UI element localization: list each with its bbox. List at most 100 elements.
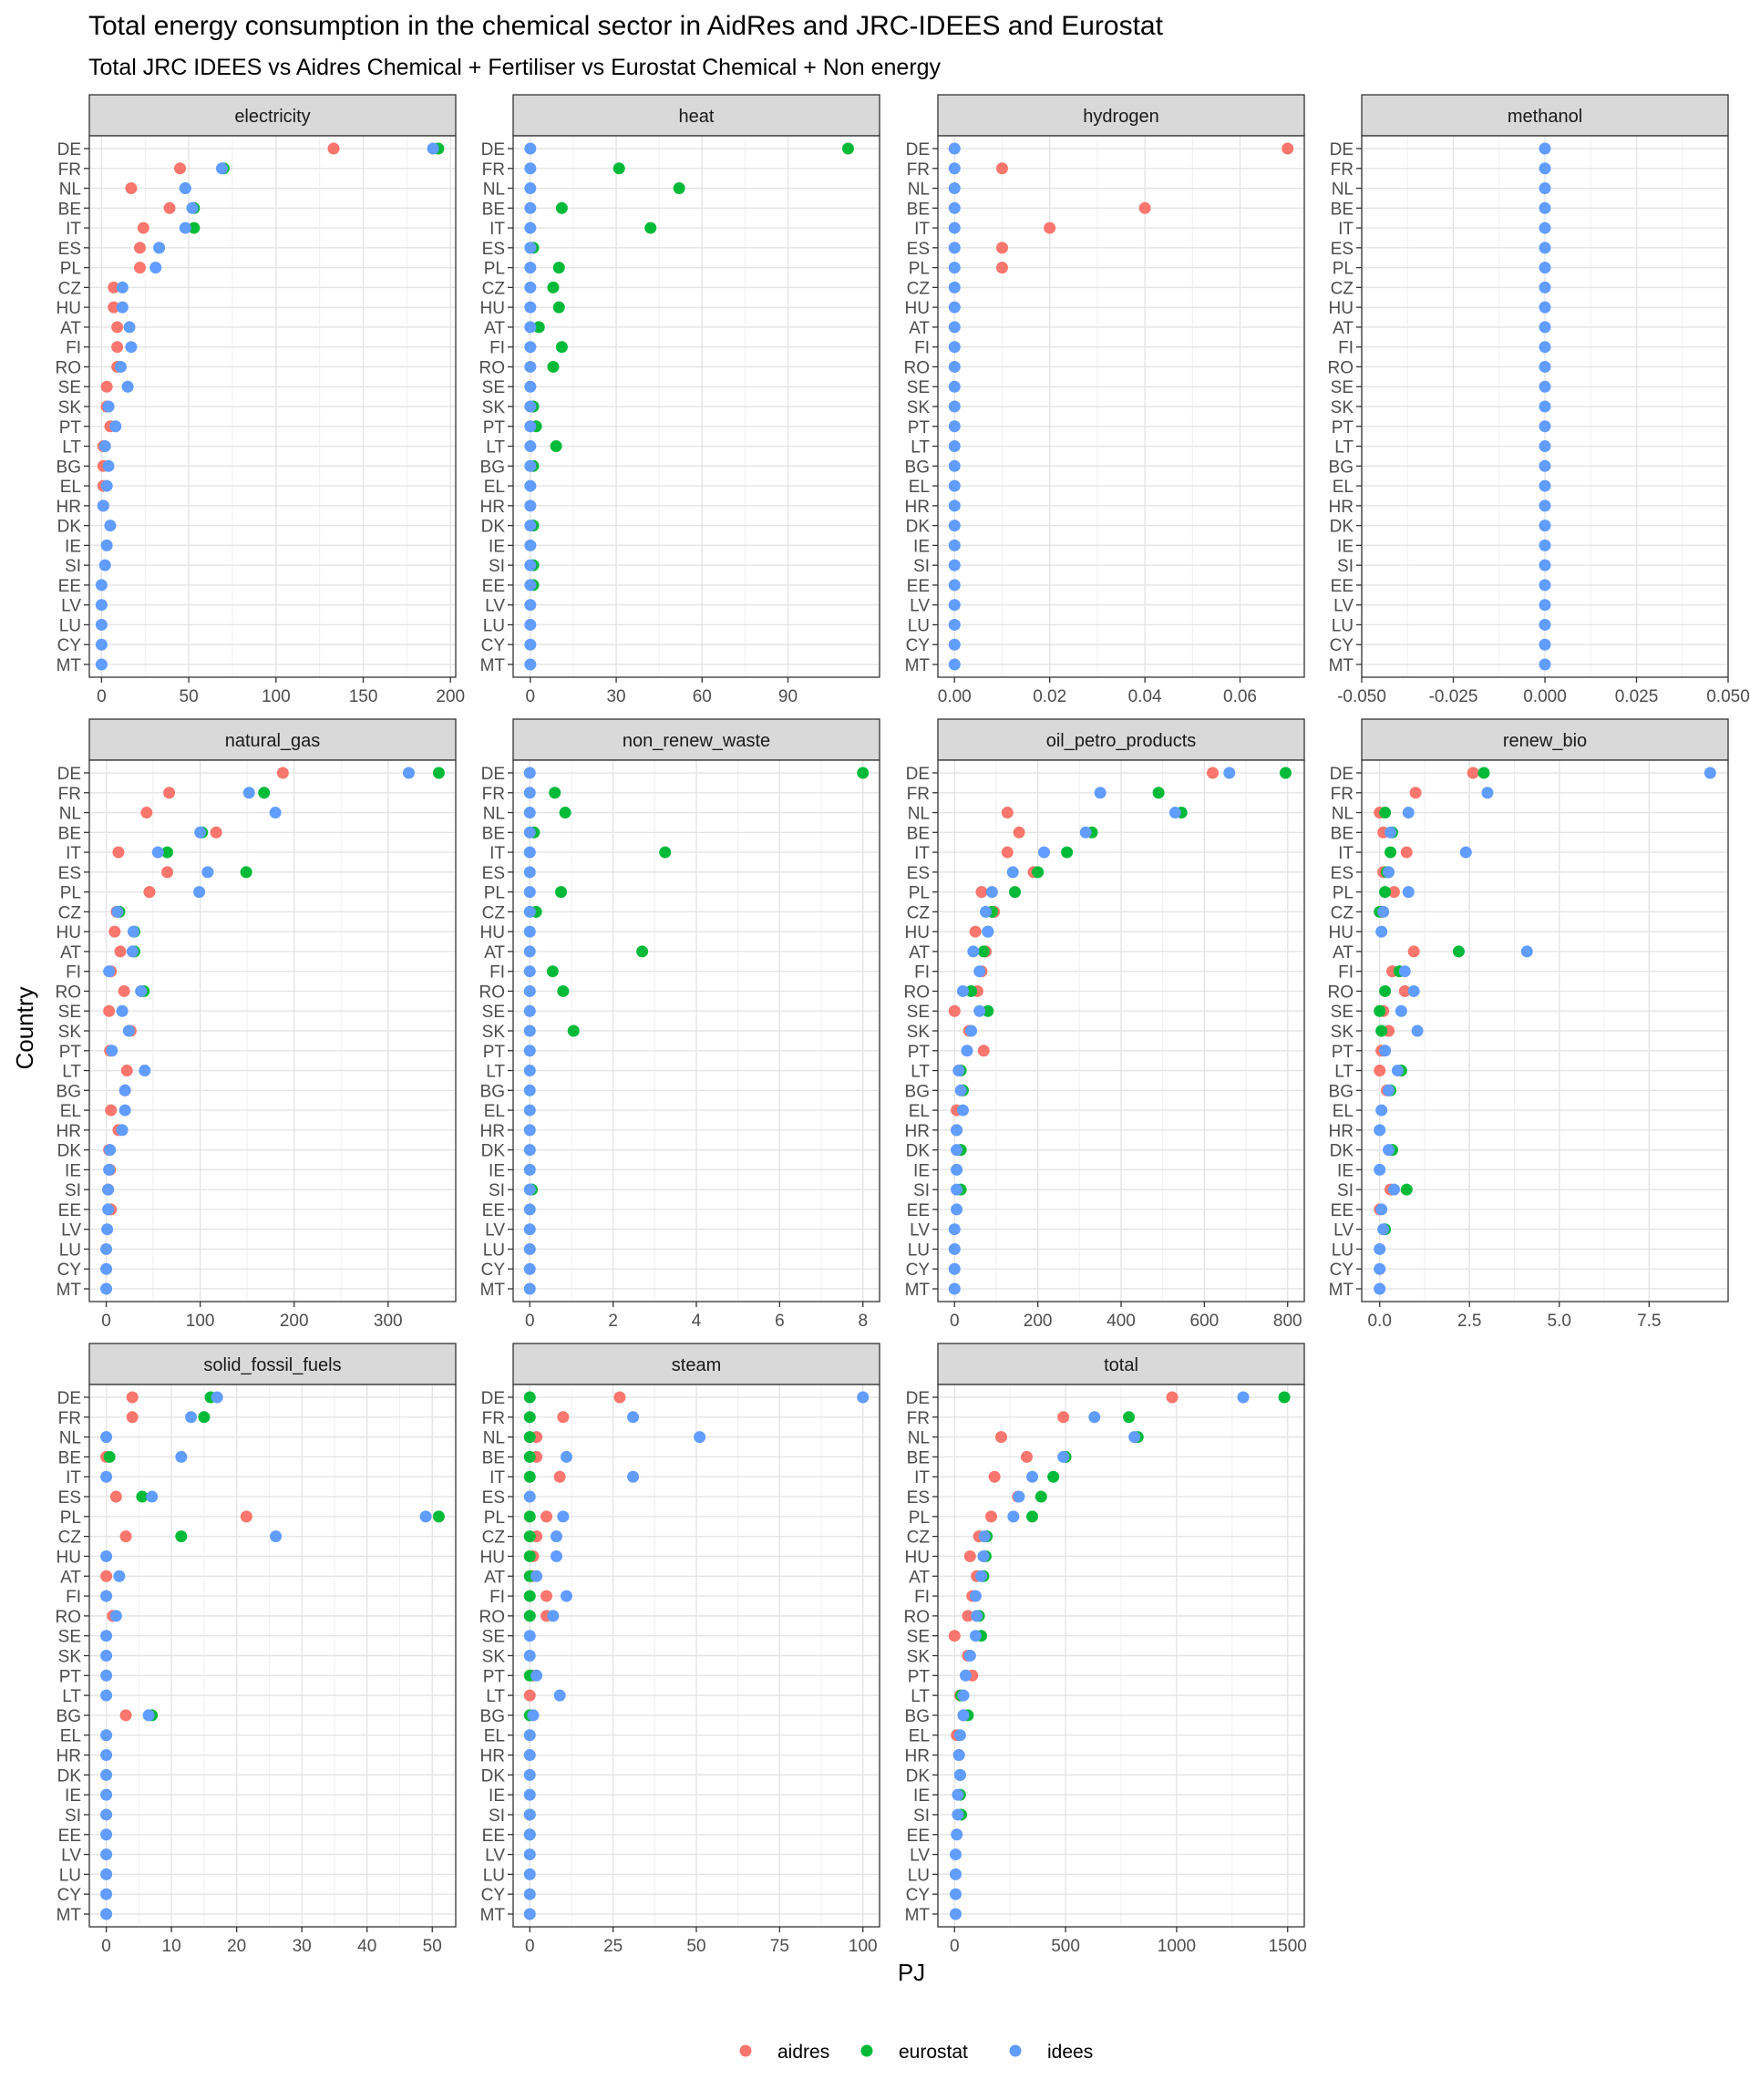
data-point-aidres — [994, 1431, 1007, 1444]
y-tick-label: LV — [1333, 1221, 1354, 1240]
y-tick-label: SI — [65, 1181, 81, 1200]
y-tick-label: MT — [1329, 656, 1354, 675]
data-point-aidres — [1057, 1411, 1070, 1424]
data-point-idees — [523, 925, 536, 938]
y-tick-label: IT — [66, 1468, 81, 1488]
y-tick-label: FI — [489, 963, 505, 983]
data-point-idees — [553, 1689, 566, 1702]
y-tick-label: PT — [59, 1667, 82, 1686]
y-tick-label: RO — [904, 358, 931, 377]
data-point-idees — [953, 1729, 966, 1742]
data-point-eurostat — [188, 221, 201, 234]
data-point-idees — [523, 1868, 536, 1880]
data-point-eurostat — [175, 1530, 188, 1543]
data-point-idees — [523, 767, 536, 779]
y-tick-label: SI — [913, 1807, 930, 1826]
data-point-idees — [149, 262, 162, 274]
data-point-eurostat — [977, 945, 990, 958]
data-point-idees — [524, 638, 537, 651]
data-point-eurostat — [965, 984, 978, 997]
y-tick-label: NL — [483, 805, 505, 824]
y-tick-label: PL — [1333, 884, 1354, 903]
data-point-idees — [948, 618, 961, 631]
y-tick-label: BE — [1331, 824, 1354, 843]
data-point-idees — [524, 301, 537, 314]
y-tick-label: ES — [482, 240, 505, 259]
y-tick-label: EL — [484, 1727, 505, 1746]
y-tick-label: FI — [1338, 963, 1354, 983]
y-tick-label: DK — [481, 518, 506, 537]
y-tick-label: DE — [906, 140, 930, 160]
data-point-eurostat — [136, 1490, 149, 1503]
data-point-idees — [524, 400, 537, 413]
data-point-idees — [126, 945, 139, 958]
x-tick-label: 10 — [162, 1937, 181, 1956]
data-point-idees — [1391, 1065, 1404, 1077]
data-point-idees — [123, 321, 136, 334]
data-point-idees — [95, 579, 108, 592]
y-tick-label: AT — [484, 319, 505, 338]
y-tick-label: BG — [57, 458, 81, 477]
data-point-eurostat — [1123, 1411, 1136, 1424]
data-point-idees — [948, 182, 961, 195]
data-point-idees — [523, 1262, 536, 1275]
data-point-idees — [1539, 360, 1551, 373]
data-point-aidres — [111, 341, 124, 354]
y-tick-label: SI — [913, 557, 930, 576]
y-tick-label: SE — [907, 1003, 930, 1022]
facet-strip-label: oil_petro_products — [1046, 731, 1197, 751]
data-point-idees — [1539, 341, 1551, 354]
y-tick-label: DK — [481, 1142, 506, 1161]
y-tick-label: LT — [486, 1063, 505, 1082]
data-point-idees — [948, 599, 961, 612]
y-tick-label: BE — [482, 824, 505, 843]
data-point-aidres — [108, 281, 120, 293]
y-tick-label: BG — [480, 1082, 505, 1101]
data-point-eurostat — [523, 1530, 536, 1543]
y-tick-label: SI — [489, 1181, 505, 1200]
y-tick-label: RO — [1328, 983, 1354, 1002]
data-point-aidres — [948, 1630, 961, 1642]
data-point-idees — [523, 1490, 536, 1503]
data-point-aidres — [1400, 846, 1413, 859]
data-point-idees — [980, 905, 993, 918]
x-tick-label: 0.025 — [1615, 687, 1659, 706]
y-tick-label: DK — [906, 1142, 931, 1161]
data-point-idees — [551, 1549, 563, 1562]
data-point-eurostat — [550, 440, 562, 453]
data-point-idees — [969, 1590, 982, 1602]
data-point-idees — [125, 341, 138, 354]
data-point-idees — [530, 1669, 543, 1682]
x-tick-label: 200 — [280, 1312, 309, 1331]
data-point-idees — [1377, 905, 1390, 918]
y-tick-label: EE — [907, 577, 930, 596]
x-tick-label: 0 — [525, 1312, 535, 1331]
y-tick-label: CZ — [482, 903, 506, 922]
data-point-idees — [103, 1163, 116, 1176]
y-tick-label: DK — [906, 518, 931, 537]
data-point-idees — [560, 1450, 572, 1463]
y-tick-label: MT — [1329, 1281, 1354, 1300]
data-point-eurostat — [523, 1431, 536, 1444]
y-tick-label: FI — [914, 963, 930, 983]
y-tick-label: SK — [1331, 398, 1354, 417]
y-tick-label: BE — [482, 200, 505, 219]
data-point-aidres — [120, 1065, 133, 1077]
data-point-eurostat — [198, 1411, 211, 1424]
facet-panel-renew_bio: renew_bio 0.0 2.5 5.0 7.5 DEFRNLBEITESPLCZHUA… — [1328, 718, 1729, 1331]
data-point-idees — [956, 984, 969, 997]
y-tick-label: MT — [480, 656, 506, 675]
data-point-aidres — [163, 787, 176, 799]
data-point-eurostat — [523, 1411, 536, 1424]
data-point-aidres — [1207, 767, 1219, 779]
data-point-aidres — [1467, 767, 1479, 779]
y-tick-label: IE — [489, 1161, 505, 1180]
y-tick-label: HU — [1329, 923, 1354, 942]
y-tick-label: NL — [59, 1429, 81, 1448]
x-tick-label: 0 — [525, 1937, 535, 1956]
data-point-idees — [100, 1908, 113, 1920]
y-tick-label: EE — [1331, 577, 1354, 596]
data-point-aidres — [210, 826, 222, 839]
y-tick-label: ES — [1331, 864, 1354, 883]
